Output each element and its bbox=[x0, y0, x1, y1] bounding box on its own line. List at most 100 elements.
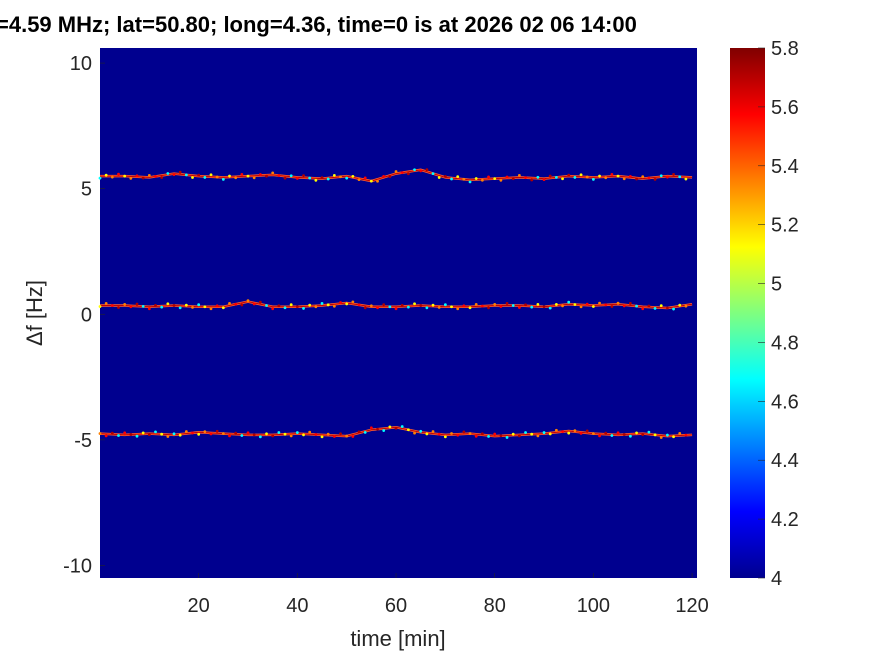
signal-point bbox=[246, 431, 250, 435]
signal-point bbox=[573, 176, 577, 179]
signal-point bbox=[462, 177, 466, 181]
signal-point bbox=[511, 304, 515, 307]
signal-point bbox=[129, 177, 133, 180]
signal-point bbox=[400, 425, 404, 428]
signal-point bbox=[684, 304, 688, 308]
signal-point bbox=[382, 429, 386, 432]
signal-point bbox=[117, 306, 120, 309]
signal-point bbox=[585, 302, 589, 306]
signal-point bbox=[326, 177, 330, 181]
signal-point bbox=[505, 175, 509, 179]
signal-point bbox=[542, 178, 546, 182]
signal-point bbox=[172, 304, 176, 307]
signal-point bbox=[221, 432, 225, 435]
signal-point bbox=[339, 301, 342, 304]
signal-point bbox=[215, 175, 219, 179]
signal-point bbox=[443, 435, 447, 439]
signal-point bbox=[314, 178, 318, 182]
signal-point bbox=[517, 173, 521, 177]
signal-point bbox=[135, 174, 139, 178]
signal-point bbox=[382, 174, 386, 178]
colorbar-tick-label: 5.6 bbox=[771, 97, 799, 119]
signal-point bbox=[246, 174, 250, 178]
signal-point bbox=[129, 433, 133, 436]
signal-point bbox=[191, 176, 194, 179]
signal-point bbox=[524, 176, 527, 180]
signal-point bbox=[573, 303, 577, 306]
signal-point bbox=[314, 305, 318, 309]
signal-point bbox=[659, 436, 663, 439]
signal-point bbox=[314, 433, 318, 436]
signal-point bbox=[277, 431, 281, 434]
signal-point bbox=[628, 174, 632, 178]
x-tick-label: 40 bbox=[286, 595, 308, 617]
signal-point bbox=[653, 306, 657, 310]
signal-point bbox=[308, 430, 312, 434]
signal-point bbox=[326, 303, 330, 307]
signal-point bbox=[517, 306, 521, 309]
signal-point bbox=[672, 307, 675, 311]
signal-point bbox=[123, 431, 127, 435]
signal-point bbox=[135, 302, 139, 306]
signal-point bbox=[388, 305, 392, 309]
x-tick-label: 120 bbox=[675, 595, 708, 617]
signal-point bbox=[622, 433, 626, 436]
colorbar bbox=[730, 48, 765, 578]
x-tick-label: 100 bbox=[577, 595, 610, 617]
signal-point bbox=[160, 305, 164, 309]
signal-point bbox=[234, 302, 238, 306]
signal-point bbox=[573, 429, 577, 433]
signal-point bbox=[289, 303, 293, 307]
signal-point bbox=[246, 299, 250, 303]
signal-point bbox=[413, 431, 416, 435]
signal-point bbox=[493, 432, 497, 436]
signal-point bbox=[265, 304, 268, 307]
signal-point bbox=[604, 303, 608, 307]
signal-point bbox=[437, 306, 441, 309]
signal-point bbox=[221, 177, 225, 181]
signal-point bbox=[141, 305, 145, 308]
signal-point bbox=[468, 306, 472, 310]
signal-point bbox=[641, 307, 645, 311]
x-tick-label: 20 bbox=[188, 595, 210, 617]
signal-point bbox=[530, 305, 534, 309]
signal-point bbox=[598, 301, 601, 305]
signal-point bbox=[197, 303, 201, 307]
signal-point bbox=[271, 307, 275, 311]
signal-point bbox=[616, 301, 620, 305]
signal-point bbox=[684, 177, 688, 181]
signal-point bbox=[123, 174, 127, 178]
signal-point bbox=[289, 434, 293, 438]
signal-point bbox=[191, 431, 194, 435]
colorbar-tick-label: 5.4 bbox=[771, 156, 799, 178]
signal-point bbox=[610, 305, 614, 308]
colorbar-tick-label: 5.2 bbox=[771, 215, 799, 237]
signal-point bbox=[641, 433, 645, 436]
signal-point bbox=[493, 177, 497, 181]
signal-point bbox=[400, 304, 404, 307]
signal-point bbox=[98, 176, 102, 180]
signal-point bbox=[154, 175, 157, 178]
signal-point bbox=[363, 176, 367, 180]
signal-point bbox=[197, 432, 201, 436]
signal-point bbox=[431, 303, 435, 307]
signal-point bbox=[228, 302, 231, 305]
signal-point bbox=[665, 175, 669, 179]
colorbar-tick-label: 5 bbox=[771, 274, 782, 296]
signal-point bbox=[271, 171, 275, 175]
signal-point bbox=[308, 176, 312, 180]
y-axis-label: Δf [Hz] bbox=[22, 280, 47, 346]
signal-point bbox=[678, 303, 682, 307]
signal-point bbox=[191, 306, 194, 309]
signal-point bbox=[240, 303, 244, 307]
signal-point bbox=[184, 173, 188, 177]
signal-point bbox=[542, 431, 546, 434]
signal-point bbox=[258, 300, 262, 304]
signal-point bbox=[567, 173, 571, 177]
signal-point bbox=[252, 302, 256, 306]
signal-point bbox=[234, 176, 238, 180]
signal-point bbox=[129, 305, 133, 309]
signal-point bbox=[505, 302, 509, 305]
signal-point bbox=[450, 177, 453, 181]
